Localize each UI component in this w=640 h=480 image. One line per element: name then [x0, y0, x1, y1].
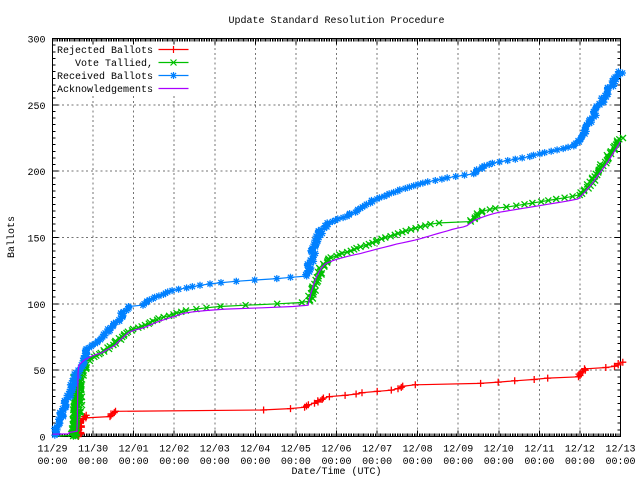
svg-text:11/29: 11/29 — [37, 444, 67, 456]
svg-text:12/05: 12/05 — [281, 444, 311, 456]
svg-text:00:00: 00:00 — [605, 457, 635, 468]
svg-text:00:00: 00:00 — [443, 457, 473, 468]
svg-text:12/08: 12/08 — [403, 444, 433, 456]
svg-text:12/13: 12/13 — [605, 444, 635, 456]
svg-text:12/03: 12/03 — [200, 444, 230, 456]
svg-text:12/01: 12/01 — [119, 444, 149, 456]
svg-text:12/12: 12/12 — [565, 444, 595, 456]
svg-text:Received Ballots: Received Ballots — [57, 71, 153, 83]
svg-text:200: 200 — [27, 168, 45, 179]
svg-text:00:00: 00:00 — [240, 457, 270, 468]
svg-text:12/02: 12/02 — [159, 444, 189, 456]
svg-text:11/30: 11/30 — [78, 444, 108, 456]
svg-text:12/07: 12/07 — [362, 444, 392, 456]
svg-text:00:00: 00:00 — [524, 457, 554, 468]
svg-text:00:00: 00:00 — [281, 457, 311, 468]
svg-text:00:00: 00:00 — [565, 457, 595, 468]
svg-text:00:00: 00:00 — [78, 457, 108, 468]
svg-text:Date/Time (UTC): Date/Time (UTC) — [291, 466, 381, 478]
svg-text:00:00: 00:00 — [200, 457, 230, 468]
svg-text:00:00: 00:00 — [159, 457, 189, 468]
svg-text:Update Standard Resolution Pro: Update Standard Resolution Procedure — [228, 15, 444, 27]
svg-text:300: 300 — [27, 36, 45, 47]
svg-text:00:00: 00:00 — [37, 457, 67, 468]
svg-text:12/11: 12/11 — [524, 444, 554, 456]
svg-text:100: 100 — [27, 301, 45, 312]
svg-text:12/04: 12/04 — [240, 444, 270, 456]
svg-text:00:00: 00:00 — [321, 457, 351, 468]
svg-text:150: 150 — [27, 235, 45, 246]
svg-text:Vote Tallied,: Vote Tallied, — [75, 58, 153, 70]
svg-text:Ballots: Ballots — [6, 216, 18, 258]
svg-text:Rejected Ballots: Rejected Ballots — [57, 45, 153, 57]
svg-text:12/09: 12/09 — [443, 444, 473, 456]
svg-text:00:00: 00:00 — [484, 457, 514, 468]
svg-text:00:00: 00:00 — [119, 457, 149, 468]
svg-text:00:00: 00:00 — [362, 457, 392, 468]
svg-text:50: 50 — [33, 367, 45, 378]
svg-text:0: 0 — [39, 434, 45, 445]
svg-text:12/10: 12/10 — [484, 444, 514, 456]
svg-text:Acknowledgements: Acknowledgements — [57, 84, 153, 96]
svg-text:250: 250 — [27, 102, 45, 113]
svg-text:12/06: 12/06 — [321, 444, 351, 456]
svg-text:00:00: 00:00 — [403, 457, 433, 468]
